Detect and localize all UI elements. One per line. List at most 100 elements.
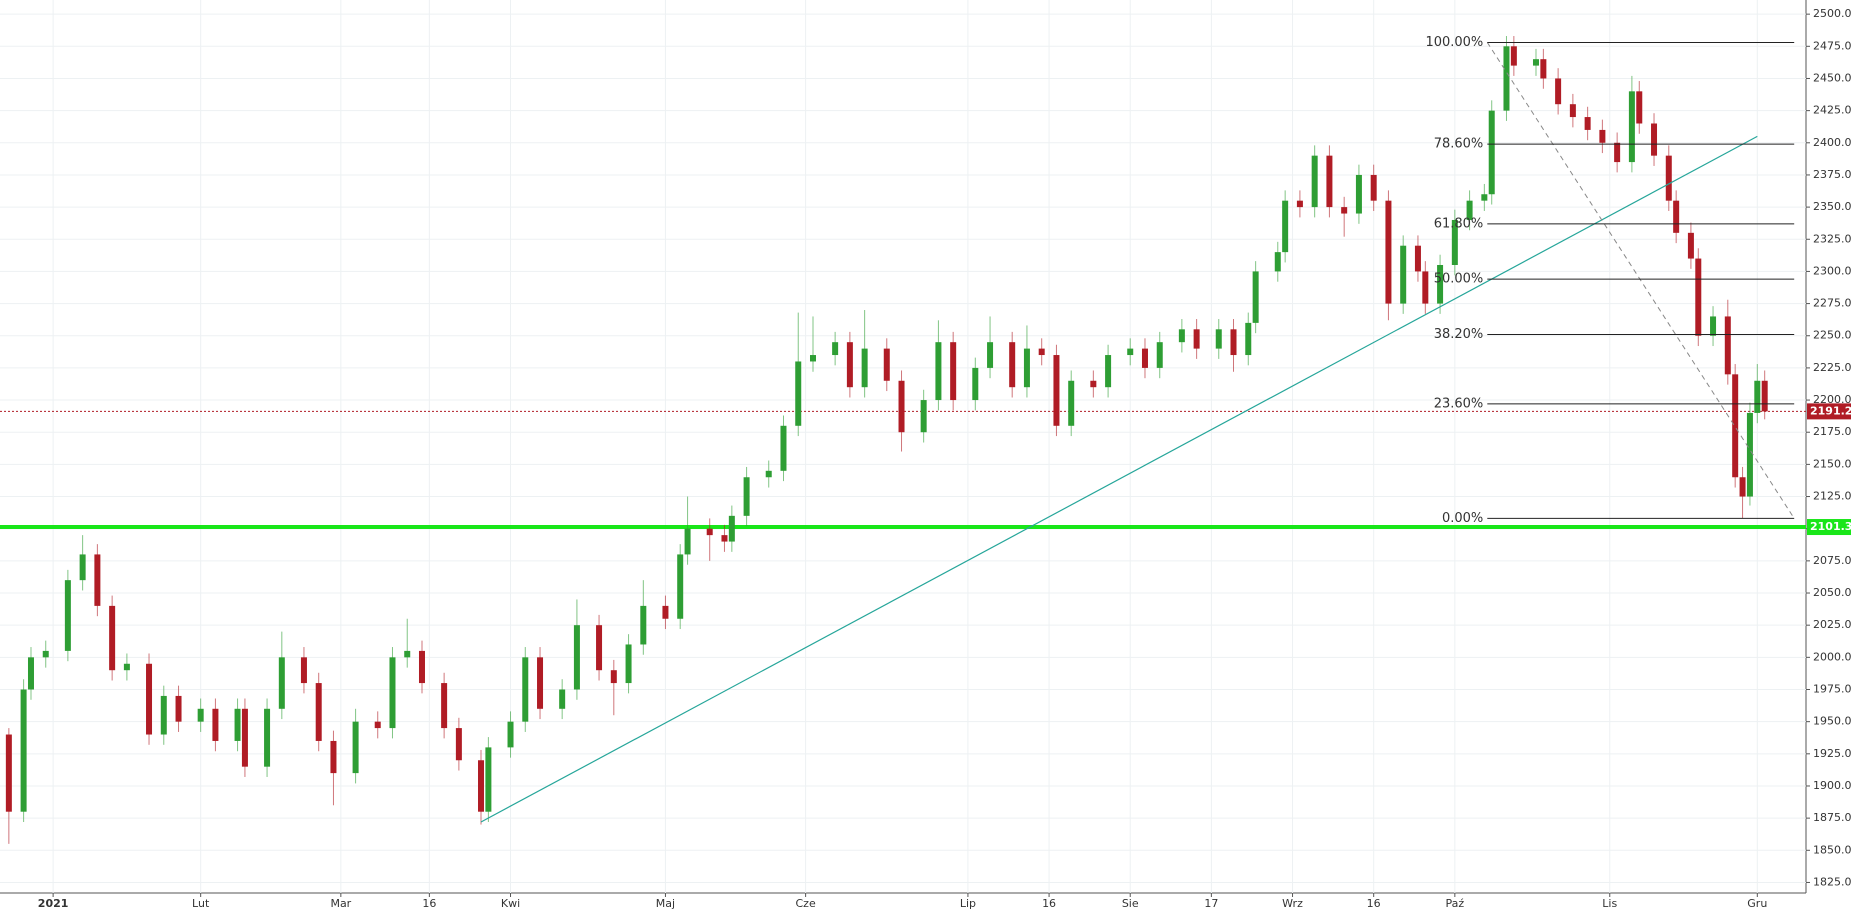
candle-body	[42, 650, 49, 658]
candle-body	[1532, 59, 1539, 66]
candle-body	[94, 554, 101, 606]
candle-body	[418, 650, 425, 684]
candle-body	[1503, 46, 1510, 111]
y-tick-label: 1975.0	[1813, 682, 1851, 695]
candle-body	[1739, 477, 1746, 497]
y-tick-label: 2225.0	[1813, 361, 1851, 374]
y-tick-label: 2250.0	[1813, 329, 1851, 342]
y-tick-label: 2000.0	[1813, 650, 1851, 663]
y-tick-label: 2425.0	[1813, 104, 1851, 117]
candle-body	[522, 657, 529, 722]
candle-body	[1296, 200, 1303, 208]
candle-body	[1282, 200, 1289, 253]
candle-body	[374, 721, 381, 729]
x-tick-label: Gru	[1747, 897, 1767, 910]
candle-body	[1053, 355, 1060, 426]
y-tick-label: 2450.0	[1813, 71, 1851, 84]
candle-body	[234, 708, 241, 741]
candle-body	[1614, 142, 1621, 163]
candle-body	[352, 721, 359, 774]
candle-body	[507, 721, 514, 748]
x-tick-label: 16	[1042, 897, 1056, 910]
candle-body	[1628, 91, 1635, 163]
candle-body	[861, 348, 868, 388]
y-tick-label: 2375.0	[1813, 168, 1851, 181]
candle-body	[972, 367, 979, 401]
candle-body	[898, 380, 905, 433]
candle-body	[1178, 329, 1185, 343]
candle-body	[1274, 252, 1281, 272]
candle-body	[123, 663, 130, 671]
candle-body	[1355, 174, 1362, 214]
fib-diagonal	[1486, 42, 1795, 519]
candle-body	[1370, 174, 1377, 201]
candle-body	[64, 580, 71, 651]
x-tick-label: Sie	[1122, 897, 1139, 910]
candle-body	[987, 342, 994, 368]
y-tick-label: 1950.0	[1813, 715, 1851, 728]
fib-label: 38.20%	[1434, 327, 1484, 342]
y-tick-label: 2275.0	[1813, 297, 1851, 310]
x-tick-label: 16	[1367, 897, 1381, 910]
candle-body	[241, 708, 248, 767]
candle-body	[743, 477, 750, 516]
y-tick-label: 2200.0	[1813, 393, 1851, 406]
x-tick-label: Maj	[656, 897, 675, 910]
y-tick-label: 2325.0	[1813, 232, 1851, 245]
candle-body	[315, 683, 322, 741]
candle-body	[950, 342, 957, 401]
candle-body	[1156, 342, 1163, 368]
x-tick-label: Wrz	[1282, 897, 1303, 910]
x-tick-label: Kwi	[501, 897, 520, 910]
candle-body	[300, 657, 307, 684]
x-tick-label: 17	[1204, 897, 1218, 910]
fib-label: 23.60%	[1434, 396, 1484, 411]
y-tick-label: 2175.0	[1813, 425, 1851, 438]
y-tick-label: 2475.0	[1813, 39, 1851, 52]
x-tick-label: Paź	[1446, 897, 1465, 910]
candle-body	[478, 760, 485, 812]
fib-label: 78.60%	[1434, 137, 1484, 152]
candle-body	[537, 657, 544, 709]
candle-body	[264, 708, 271, 767]
candle-body	[1230, 329, 1237, 356]
candle-body	[765, 470, 772, 478]
candle-body	[212, 708, 219, 741]
y-tick-label: 1850.0	[1813, 843, 1851, 856]
candle-body	[1754, 380, 1761, 413]
candle-body	[1245, 322, 1252, 356]
y-tick-label: 2350.0	[1813, 200, 1851, 213]
candle-body	[640, 605, 647, 645]
candle-body	[278, 657, 285, 709]
candle-body	[1326, 155, 1333, 208]
candle-body	[610, 670, 617, 684]
candle-body	[1673, 200, 1680, 233]
candle-body	[441, 683, 448, 729]
candle-body	[1732, 374, 1739, 478]
candle-body	[1584, 117, 1591, 130]
candle-body	[1695, 258, 1702, 336]
candle-body	[832, 342, 839, 356]
candle-body	[1038, 348, 1045, 356]
candle-body	[1105, 355, 1112, 388]
y-tick-label: 2150.0	[1813, 457, 1851, 470]
candle-body	[175, 695, 182, 722]
y-tick-label: 2050.0	[1813, 586, 1851, 599]
candle-body	[197, 708, 204, 722]
candle-body	[721, 535, 728, 542]
y-tick-label: 2025.0	[1813, 618, 1851, 631]
candle-body	[1488, 110, 1495, 195]
fib-label: 61.80%	[1434, 216, 1484, 231]
price-tag-label: 2191.2	[1810, 404, 1851, 417]
candle-body	[625, 644, 632, 684]
candle-body	[1414, 245, 1421, 272]
candle-body	[20, 689, 27, 812]
candle-body	[1215, 329, 1222, 349]
candle-body	[684, 528, 691, 555]
candle-body	[1341, 207, 1348, 214]
candle-body	[1724, 316, 1731, 375]
candle-body	[1510, 46, 1517, 66]
candle-body	[1555, 78, 1562, 105]
y-tick-label: 1900.0	[1813, 779, 1851, 792]
